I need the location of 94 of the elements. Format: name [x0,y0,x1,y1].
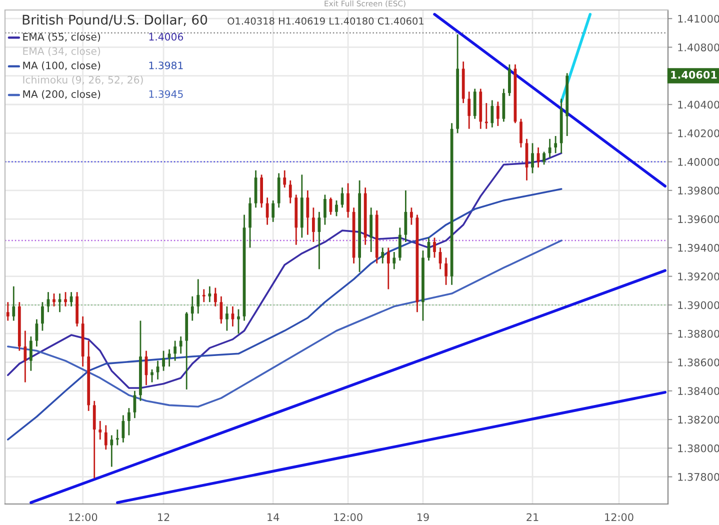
candlestick [312,206,315,243]
candlestick [410,206,413,226]
candlestick [444,257,448,286]
candlestick [266,196,269,226]
x-tick-label: 12:00 [605,513,634,522]
chart-title: British Pound/U.S. Dollar, 60 [22,14,208,26]
candlestick [381,247,384,264]
candlestick [6,301,10,322]
candlestick [237,308,240,334]
y-tick-label: 1.40000 [678,158,719,166]
candlestick [288,180,292,204]
candlestick [370,206,373,253]
candlestick [156,360,160,380]
candlestick [433,236,436,258]
candlestick [484,102,488,130]
y-tick-label: 1.38600 [678,358,719,366]
x-tick-label: 12:00 [68,513,98,522]
candlestick [116,428,119,446]
y-tick-label: 1.39400 [678,244,719,252]
candlestick [162,350,165,372]
y-tick-label: 1.38000 [678,444,719,452]
annotation: 1.3945 [149,90,183,98]
candlestick [283,170,286,188]
candlestick [398,226,402,262]
candlestick [128,407,130,436]
candlestick [214,287,217,308]
candlestick [231,306,234,328]
legend-label: EMA (55, close) [23,32,100,42]
candlestick [196,278,200,314]
candlestick [226,306,228,332]
candlestick [324,194,326,226]
candlestick [202,288,206,303]
y-tick-label: 1.38400 [678,387,719,395]
candlestick [306,190,310,236]
candlestick [208,286,212,303]
annotation: Ichimoku (9, 26, 52, 26) [23,76,143,85]
line-series [6,188,562,440]
candlestick [174,340,177,362]
y-tick-label: 1.39600 [678,215,719,224]
candlestick [554,135,558,154]
candlestick [104,424,108,450]
candlestick [272,200,275,223]
x-tick-label: 14 [268,513,280,521]
candlestick [531,142,534,174]
candlestick [468,90,471,130]
candlestick [542,151,546,166]
candlestick [52,292,56,308]
text: 1.40601 [671,70,717,79]
candlestick [490,100,494,128]
x-tick-label: 12:00 [334,513,362,522]
candlestick [386,247,390,290]
y-tick-label: 1.39200 [678,272,719,280]
annotation: 1.4006 [149,32,184,41]
y-tick-label: 1.38200 [678,416,719,424]
candlestick [335,200,338,217]
legend-label: MA (200, close) [23,90,100,100]
candlestick [41,301,44,332]
candlestick [179,336,182,354]
y-tick-label: 1.40400 [678,100,719,109]
y-tick-label: 1.39800 [678,186,719,195]
x-tick-label: 19 [417,513,429,522]
line-series [6,152,562,389]
x-tick-label: 12 [158,513,170,521]
legend-label: MA (100, close) [23,61,100,70]
candlestick [98,420,102,440]
candlestick [536,146,540,168]
candlestick [46,291,50,313]
line-series [6,240,562,408]
candlestick [24,330,27,383]
x-tick-label: 21 [526,513,538,521]
candlestick [110,434,114,468]
candlestick [346,182,350,218]
candlestick [190,296,194,322]
candlestick [520,118,522,148]
y-tick-label: 1.41000 [678,14,719,23]
candlestick [122,414,125,444]
y-tick-label: 1.40800 [678,43,719,52]
candlestick [168,348,171,368]
candlestick [12,286,16,322]
candlestick [64,291,67,308]
y-tick-label: 1.37800 [678,473,719,481]
annotation: O1.40318 H1.40619 L1.40180 C1.40601 [228,17,424,25]
annotation: EMA (34, close) [23,47,100,56]
candlestick [30,336,32,372]
y-tick-label: 1.39000 [678,301,719,310]
annotation: 1.3981 [149,62,183,70]
y-tick-label: 1.38800 [678,330,719,338]
y-tick-label: 1.40200 [678,129,719,138]
candlestick [496,100,500,127]
candlestick [404,190,408,243]
candlestick [392,251,396,270]
candlestick [58,292,62,313]
candlestick [548,138,552,158]
candlestick [150,368,154,383]
